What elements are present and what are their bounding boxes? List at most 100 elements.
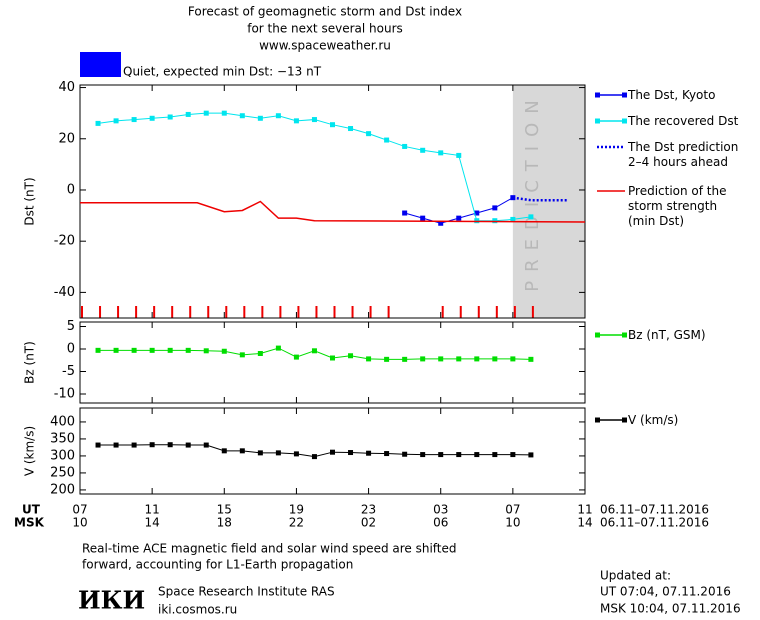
- series-marker: [510, 356, 516, 362]
- y-tick-label: 350: [50, 431, 75, 446]
- series-marker: [221, 110, 227, 116]
- series-marker: [384, 451, 390, 457]
- x-tick-label: 11: [145, 503, 160, 517]
- y-axis-label: Dst (nT): [23, 177, 37, 225]
- series-marker: [420, 215, 426, 221]
- series-marker: [149, 347, 155, 353]
- series-marker: [456, 215, 462, 221]
- ut-label: UT: [22, 503, 41, 517]
- y-tick-label: 40: [58, 80, 75, 95]
- series-marker: [528, 214, 534, 220]
- series-marker: [438, 150, 444, 156]
- plot-frame: [79, 321, 586, 404]
- series-marker: [203, 348, 209, 354]
- legend-entry: Bz (nT, GSM): [628, 328, 706, 342]
- series-marker: [221, 348, 227, 354]
- series-marker: [95, 442, 101, 448]
- series-marker: [366, 356, 372, 362]
- series-line: [97, 112, 531, 222]
- y-tick-label: -5: [62, 364, 75, 379]
- msk-label: MSK: [14, 516, 45, 530]
- x-tick-label: 15: [217, 503, 232, 517]
- y-axis-label: V (km/s): [23, 426, 37, 476]
- series-marker: [438, 452, 444, 458]
- series-marker: [474, 218, 480, 224]
- logo: ИКИ: [78, 586, 145, 615]
- legend-marker: [595, 332, 600, 338]
- series-marker: [420, 147, 426, 153]
- updated-heading: Updated at:: [600, 569, 671, 583]
- series-marker: [330, 122, 335, 128]
- series-marker: [257, 351, 263, 356]
- y-tick-label: 400: [50, 414, 75, 429]
- legend-marker: [595, 92, 600, 98]
- title-line: www.spaceweather.ru: [259, 39, 391, 53]
- date-range: 06.11–07.11.2016: [600, 503, 709, 517]
- series-line: [80, 200, 586, 223]
- series-marker: [113, 347, 119, 353]
- note-line: Real-time ACE magnetic field and solar w…: [82, 542, 457, 556]
- series-marker: [203, 442, 209, 448]
- series-marker: [113, 442, 119, 448]
- legend-entry: The recovered Dst: [628, 114, 739, 128]
- status-text: Quiet, expected min Dst: −13 nT: [123, 65, 322, 79]
- series-marker: [384, 137, 390, 143]
- x-tick-label: 23: [361, 503, 376, 517]
- plot-frame: [79, 84, 586, 319]
- series-marker: [185, 347, 191, 353]
- y-tick-label: 200: [50, 482, 75, 497]
- x-tick-label-msk: 06: [433, 516, 448, 530]
- x-tick-label: 07: [505, 503, 520, 517]
- series-marker: [185, 111, 191, 117]
- series-marker: [185, 442, 191, 448]
- series-marker: [456, 356, 462, 362]
- legend-marker: [595, 417, 600, 423]
- y-tick-label: 20: [58, 131, 75, 146]
- y-tick-label: 0: [67, 342, 75, 357]
- updated-ut: UT 07:04, 07.11.2016: [600, 585, 731, 599]
- series-marker: [528, 452, 534, 458]
- legend-entry: The Dst prediction 2–4 hours ahead: [628, 140, 739, 169]
- series-marker: [311, 348, 317, 354]
- series-marker: [528, 356, 534, 362]
- status-swatch: [80, 52, 121, 77]
- series-marker: [257, 115, 263, 121]
- url: iki.cosmos.ru: [158, 603, 237, 617]
- series-marker: [131, 347, 137, 353]
- series-marker: [402, 210, 408, 216]
- series-marker: [492, 356, 498, 362]
- series-marker: [131, 117, 137, 123]
- legend-marker: [622, 118, 627, 124]
- y-tick-label: 5: [67, 319, 75, 334]
- series-marker: [293, 451, 299, 457]
- series-line: [512, 196, 567, 202]
- series-marker: [95, 347, 101, 353]
- series-marker: [348, 126, 354, 132]
- y-tick-label: 250: [50, 465, 75, 480]
- y-axis-label: Bz (nT): [23, 341, 37, 384]
- legend-entry: V (km/s): [628, 413, 679, 427]
- series-marker: [348, 353, 354, 359]
- legend-entry: The Dst, Kyoto: [628, 88, 716, 102]
- series-marker: [420, 356, 426, 362]
- x-tick-label-msk: 18: [217, 516, 232, 530]
- series-marker: [384, 356, 390, 362]
- series-marker: [438, 220, 444, 226]
- series-marker: [167, 114, 173, 120]
- series-marker: [330, 355, 335, 361]
- series-marker: [366, 450, 372, 456]
- x-tick-label-msk: 14: [145, 516, 160, 530]
- institute: Space Research Institute RAS: [158, 585, 335, 599]
- series-marker: [203, 110, 209, 116]
- series-marker: [348, 450, 354, 456]
- series-marker: [330, 449, 335, 455]
- legend-marker: [622, 92, 627, 98]
- series-marker: [167, 347, 173, 353]
- y-tick-label: 0: [67, 182, 75, 197]
- x-tick-label: 07: [72, 503, 87, 517]
- series-marker: [366, 131, 372, 137]
- series-marker: [474, 452, 480, 458]
- series-marker: [474, 356, 480, 362]
- date-range: 06.11–07.11.2016: [600, 516, 709, 530]
